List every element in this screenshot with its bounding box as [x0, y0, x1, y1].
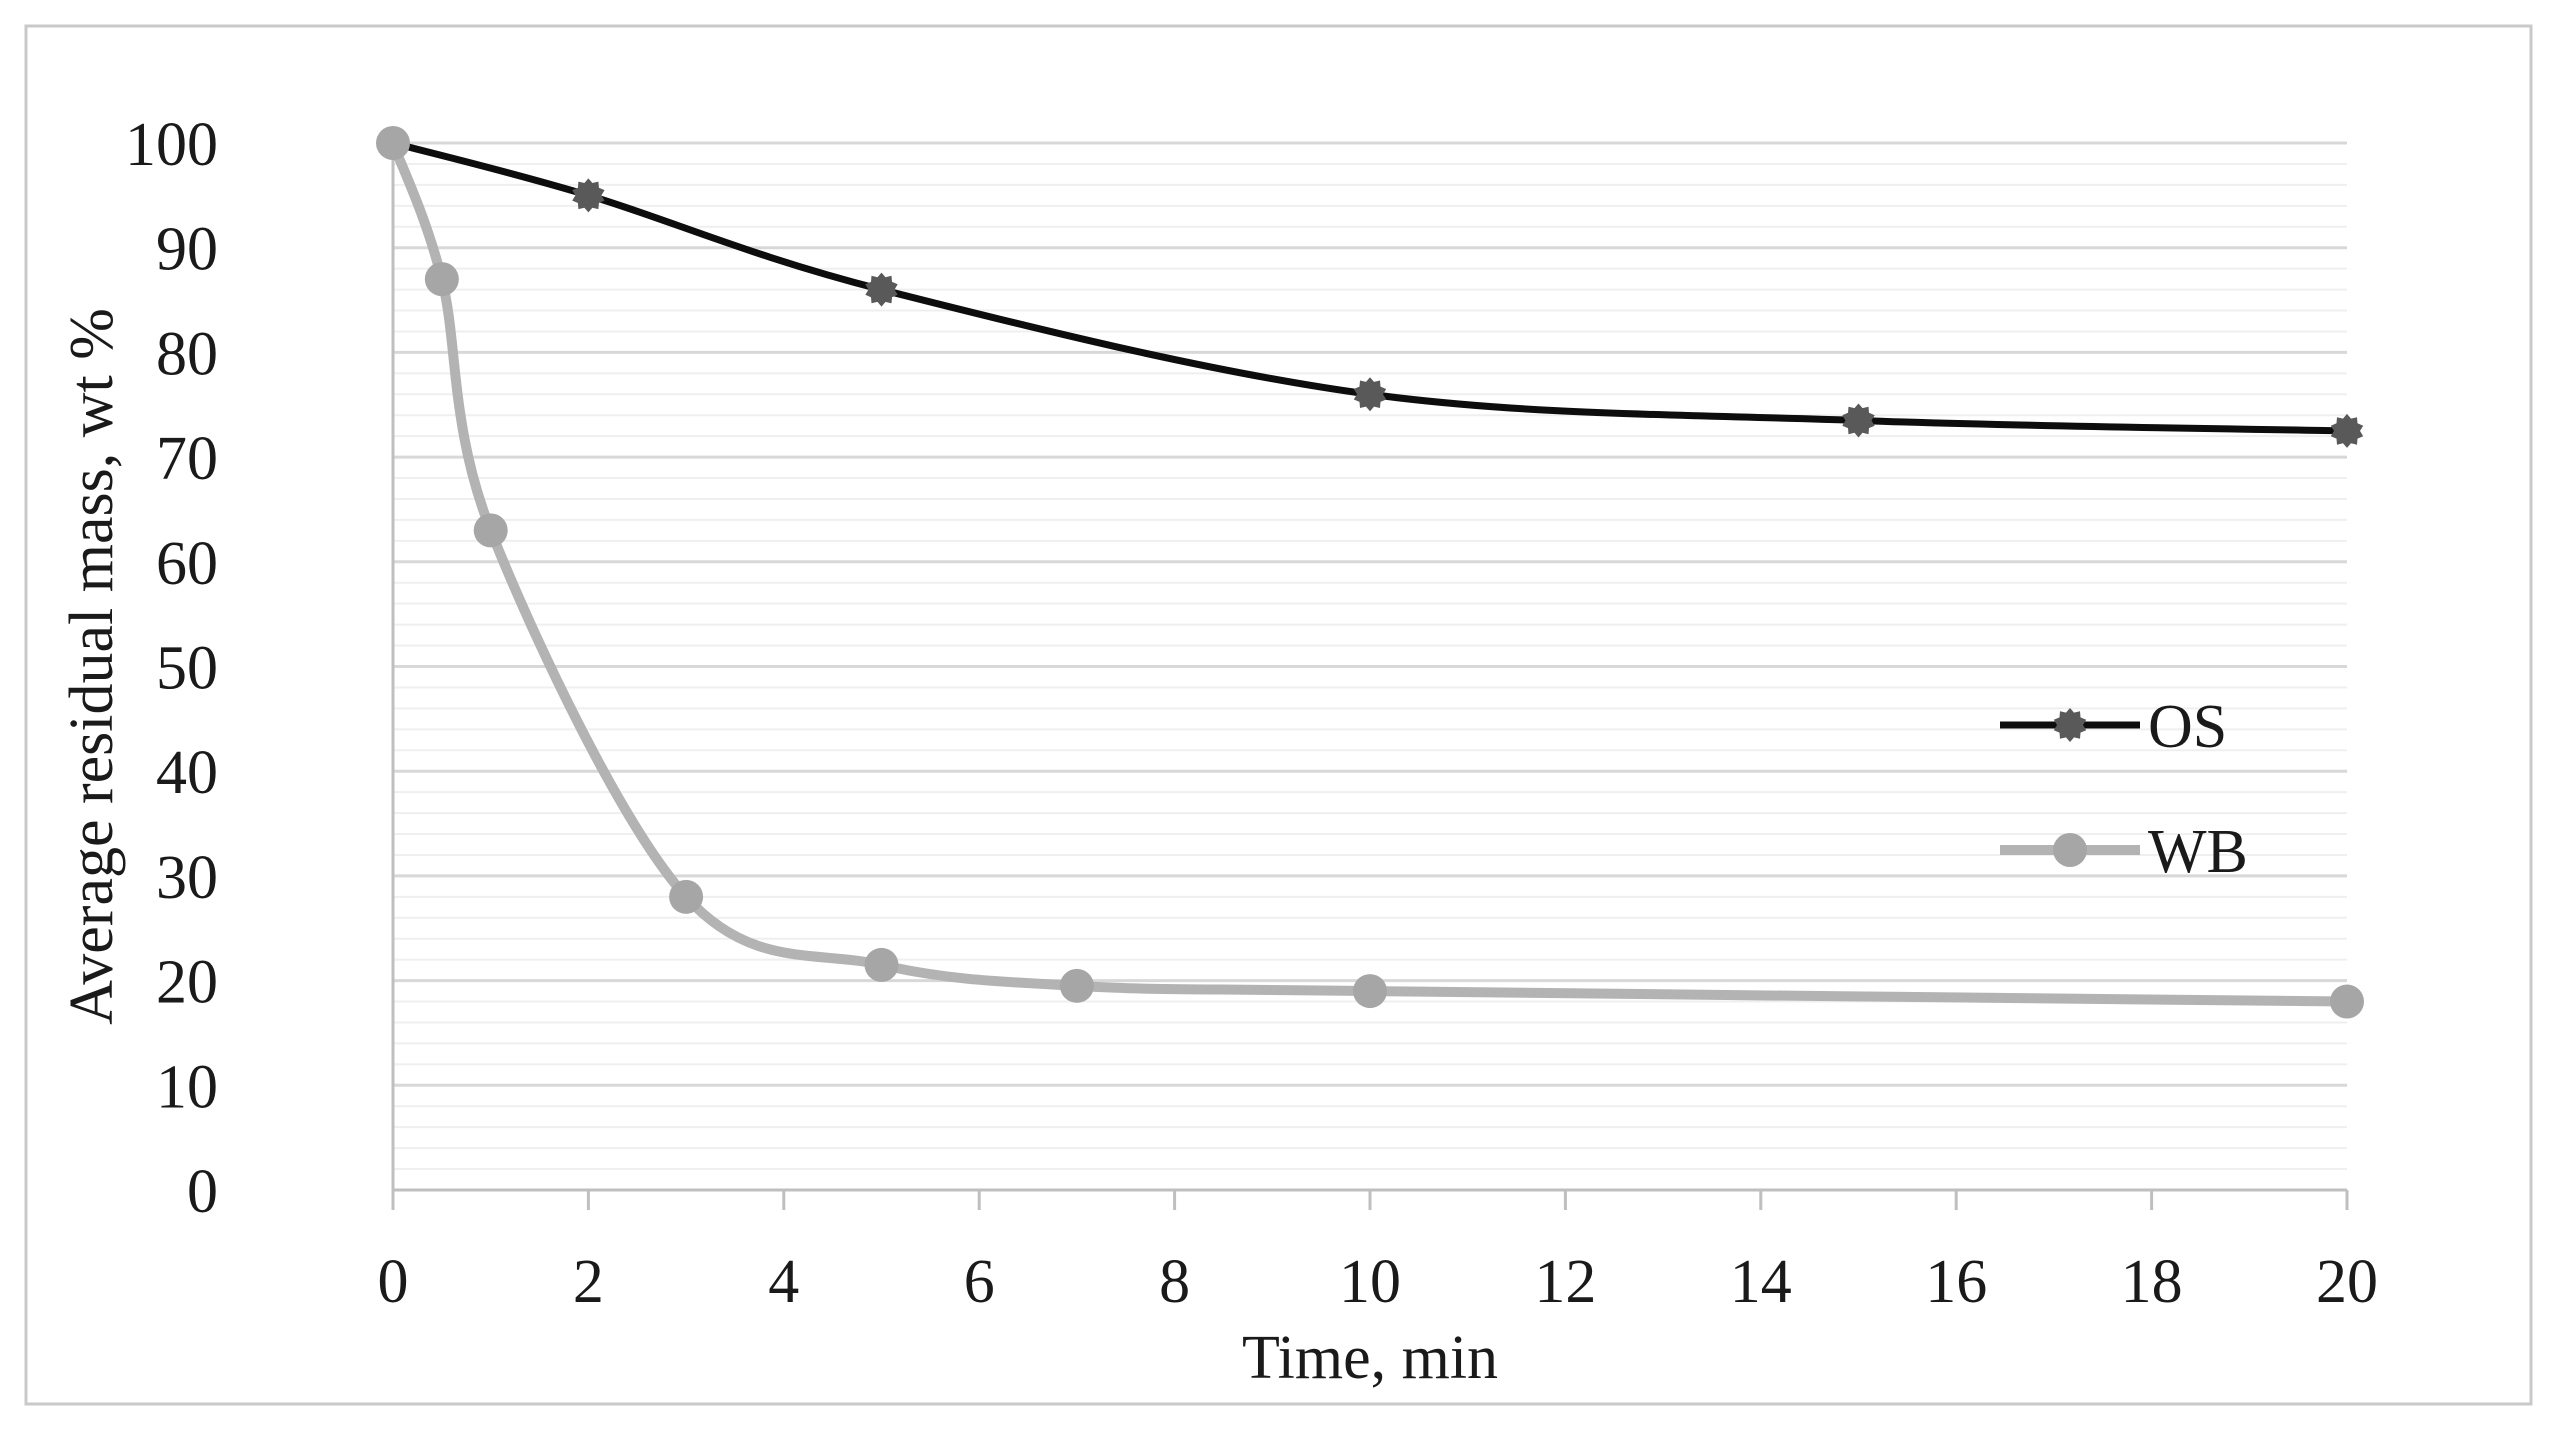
- marker-OS: [2330, 413, 2364, 448]
- marker-OS: [1353, 377, 1387, 412]
- y-tick-label: 80: [156, 320, 218, 388]
- legend-marker-WB: [2053, 833, 2087, 867]
- x-tick-label: 18: [2121, 1248, 2183, 1316]
- y-tick-label: 0: [187, 1158, 218, 1226]
- marker-OS: [572, 178, 605, 213]
- legend-label-WB: WB: [2148, 818, 2248, 886]
- marker-WB: [376, 126, 410, 160]
- marker-WB: [864, 947, 899, 982]
- y-axis-title: Average residual mass, wt %: [58, 308, 126, 1025]
- marker-WB: [424, 262, 459, 297]
- y-tick-label: 60: [156, 530, 218, 598]
- legend-label-OS: OS: [2148, 693, 2227, 761]
- x-tick-label: 8: [1159, 1248, 1190, 1316]
- marker-OS: [1842, 403, 1875, 438]
- x-tick-label: 16: [1925, 1248, 1987, 1316]
- x-tick-label: 2: [573, 1248, 604, 1316]
- marker-WB: [2330, 984, 2364, 1019]
- x-axis-title: Time, min: [1242, 1324, 1498, 1392]
- x-tick-label: 0: [378, 1248, 409, 1316]
- x-tick-label: 14: [1730, 1248, 1792, 1316]
- x-tick-label: 4: [768, 1248, 799, 1316]
- marker-WB: [1059, 968, 1094, 1003]
- x-tick-label: 20: [2316, 1248, 2378, 1316]
- x-tick-label: 12: [1534, 1248, 1596, 1316]
- y-tick-label: 90: [156, 216, 218, 284]
- y-tick-label: 50: [156, 635, 218, 703]
- x-tick-label: 10: [1339, 1248, 1401, 1316]
- y-tick-label: 100: [125, 111, 218, 179]
- marker-WB: [1353, 974, 1387, 1009]
- marker-WB: [473, 513, 508, 548]
- figure-border: [24, 24, 2533, 1406]
- y-tick-label: 20: [156, 949, 218, 1017]
- marker-OS: [865, 272, 898, 307]
- y-tick-label: 10: [156, 1053, 218, 1121]
- legend-marker-OS: [2053, 708, 2087, 742]
- x-tick-label: 6: [964, 1248, 995, 1316]
- y-tick-label: 40: [156, 739, 218, 807]
- marker-WB: [669, 879, 704, 914]
- y-tick-label: 30: [156, 844, 218, 912]
- y-tick-label: 70: [156, 425, 218, 493]
